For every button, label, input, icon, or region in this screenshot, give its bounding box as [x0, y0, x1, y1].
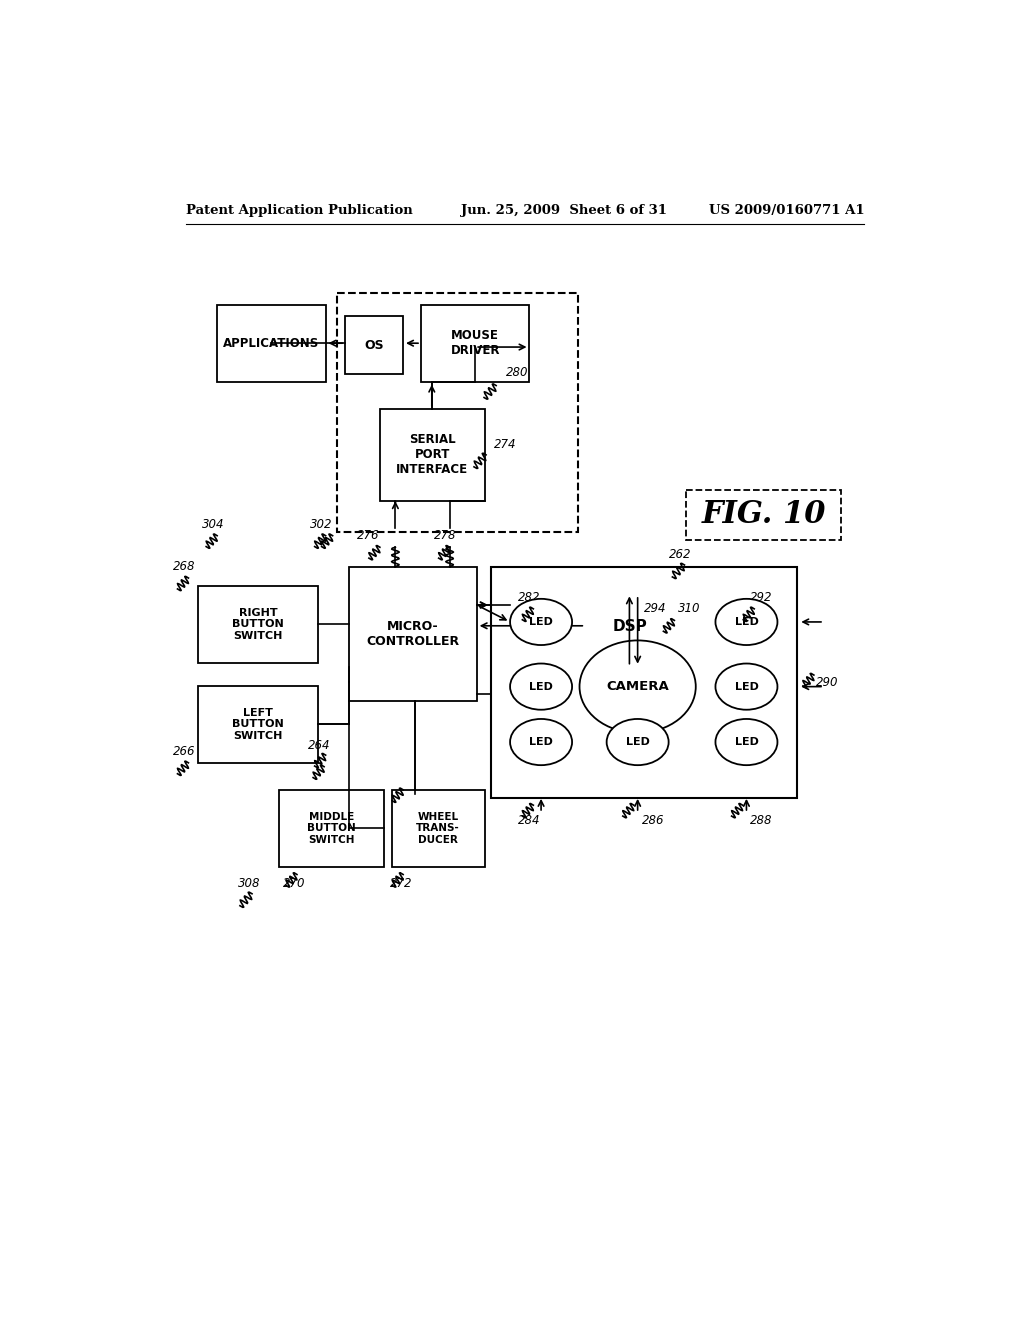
- Text: Jun. 25, 2009  Sheet 6 of 31: Jun. 25, 2009 Sheet 6 of 31: [461, 205, 668, 218]
- Text: 278: 278: [434, 529, 457, 543]
- Bar: [280, 789, 384, 867]
- Text: 268: 268: [173, 560, 196, 573]
- Text: MIDDLE
BUTTON
SWITCH: MIDDLE BUTTON SWITCH: [307, 812, 355, 845]
- Ellipse shape: [510, 719, 572, 766]
- Text: 290: 290: [816, 676, 839, 689]
- Ellipse shape: [606, 719, 669, 766]
- Text: 286: 286: [641, 814, 664, 828]
- Text: 274: 274: [494, 438, 516, 451]
- Bar: [337, 293, 578, 532]
- Text: 284: 284: [518, 814, 541, 828]
- Text: LED: LED: [529, 737, 553, 747]
- Bar: [586, 586, 675, 667]
- Text: 270: 270: [283, 878, 305, 890]
- Text: 292: 292: [751, 591, 773, 603]
- Bar: [217, 305, 326, 381]
- Text: LED: LED: [734, 616, 759, 627]
- Ellipse shape: [716, 664, 777, 710]
- Text: 264: 264: [308, 739, 331, 751]
- Text: 304: 304: [203, 519, 225, 532]
- Text: 288: 288: [751, 814, 773, 828]
- Text: OS: OS: [365, 339, 384, 351]
- Ellipse shape: [716, 719, 777, 766]
- Text: LED: LED: [734, 681, 759, 692]
- Ellipse shape: [510, 664, 572, 710]
- Text: SERIAL
PORT
INTERFACE: SERIAL PORT INTERFACE: [396, 433, 468, 477]
- Text: CAMERA: CAMERA: [606, 680, 669, 693]
- Text: LED: LED: [734, 737, 759, 747]
- Text: WHEEL
TRANS-
DUCER: WHEEL TRANS- DUCER: [416, 812, 460, 845]
- Text: FIG. 10: FIG. 10: [701, 499, 825, 529]
- Ellipse shape: [580, 640, 695, 733]
- Text: Patent Application Publication: Patent Application Publication: [186, 205, 413, 218]
- Text: 276: 276: [356, 529, 379, 543]
- Text: LED: LED: [626, 737, 649, 747]
- Bar: [391, 789, 484, 867]
- Bar: [198, 686, 317, 763]
- Text: 294: 294: [644, 602, 667, 615]
- Text: 302: 302: [310, 519, 333, 532]
- Bar: [380, 409, 484, 502]
- Bar: [421, 305, 529, 381]
- Bar: [686, 490, 841, 540]
- Bar: [349, 566, 477, 701]
- Text: LED: LED: [529, 616, 553, 627]
- Ellipse shape: [510, 599, 572, 645]
- Text: LED: LED: [529, 681, 553, 692]
- Text: MICRO-
CONTROLLER: MICRO- CONTROLLER: [367, 620, 460, 648]
- Bar: [490, 566, 797, 797]
- Text: 272: 272: [390, 878, 413, 890]
- Text: US 2009/0160771 A1: US 2009/0160771 A1: [709, 205, 864, 218]
- Text: DSP: DSP: [612, 619, 647, 634]
- Text: RIGHT
BUTTON
SWITCH: RIGHT BUTTON SWITCH: [232, 607, 284, 640]
- Text: APPLICATIONS: APPLICATIONS: [223, 337, 319, 350]
- Bar: [345, 317, 403, 374]
- Text: 282: 282: [518, 591, 541, 603]
- Text: MOUSE
DRIVER: MOUSE DRIVER: [451, 329, 500, 358]
- Ellipse shape: [716, 599, 777, 645]
- Text: 266: 266: [173, 744, 196, 758]
- Text: 310: 310: [678, 602, 700, 615]
- Text: 262: 262: [669, 548, 691, 561]
- Text: 280: 280: [506, 366, 528, 379]
- Text: 308: 308: [238, 878, 260, 890]
- Bar: [198, 586, 317, 663]
- Text: LEFT
BUTTON
SWITCH: LEFT BUTTON SWITCH: [232, 708, 284, 741]
